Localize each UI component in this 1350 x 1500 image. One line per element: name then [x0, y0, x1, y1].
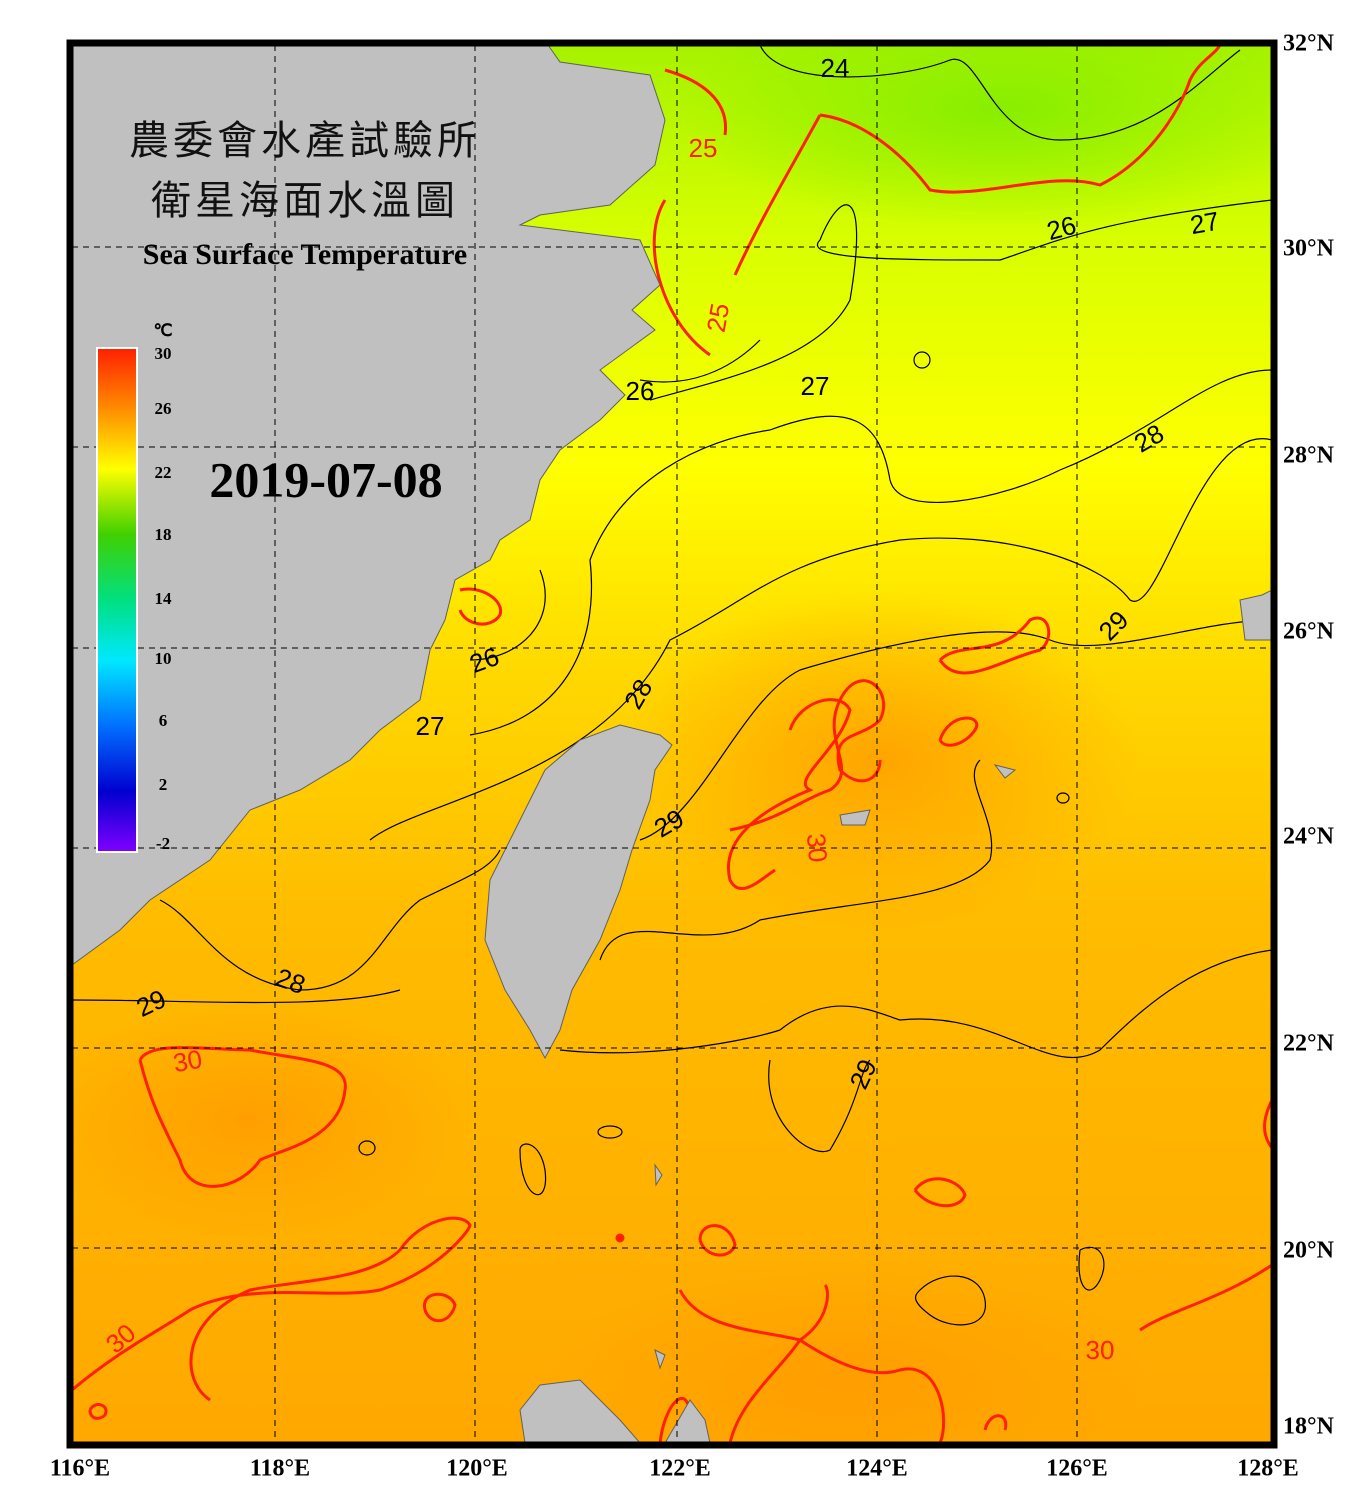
island	[1239, 589, 1272, 641]
lat-label: 22°N	[1283, 1031, 1335, 1057]
lon-label: 128°E	[1237, 1456, 1299, 1482]
colorbar-label: 6	[159, 711, 168, 730]
lat-label: 28°N	[1283, 443, 1335, 469]
title-zh: 農委會水產試驗所	[129, 118, 481, 163]
lon-label: 122°E	[649, 1456, 711, 1482]
lon-label: 126°E	[1046, 1456, 1108, 1482]
contour-label: 30	[171, 1044, 205, 1079]
luzon	[519, 1379, 641, 1443]
colorbar-label: 26	[155, 399, 172, 418]
island	[993, 764, 1017, 779]
contour-label: 26	[626, 376, 655, 406]
island	[654, 1163, 663, 1187]
colorbar-label: 14	[155, 589, 173, 608]
colorbar-labels: 30 26 22 18 14 10 6 2 -2	[155, 344, 173, 853]
contour-label: 27	[801, 371, 830, 401]
land	[72, 45, 1272, 1443]
lon-label: 124°E	[846, 1456, 908, 1482]
colorbar-unit: ℃	[153, 321, 172, 340]
colorbar-label: 2	[159, 775, 168, 794]
contour-label: 27	[416, 711, 445, 741]
island	[654, 1349, 666, 1370]
mainland-china	[72, 45, 666, 966]
colorbar-label: 10	[155, 649, 172, 668]
lat-label: 20°N	[1283, 1238, 1335, 1264]
taiwan	[484, 724, 673, 1060]
lon-label: 120°E	[446, 1456, 508, 1482]
lat-label: 26°N	[1283, 619, 1335, 645]
lat-label: 30°N	[1283, 236, 1335, 262]
lon-label: 116°E	[50, 1456, 110, 1482]
colorbar-label: -2	[156, 834, 170, 853]
luzon-east	[664, 1399, 711, 1443]
colorbar-label: 30	[155, 344, 172, 363]
contour-label: 30	[1086, 1335, 1115, 1365]
map-frame	[66, 39, 1278, 1449]
lon-label: 118°E	[250, 1456, 310, 1482]
contour-label: 27	[1188, 206, 1222, 241]
graticule	[72, 45, 1272, 1443]
warm-water	[550, 1260, 1150, 1443]
isotherms-red	[72, 45, 1272, 1443]
contour-label: 30	[801, 832, 833, 863]
title-zh: 衛星海面水溫圖	[151, 178, 459, 223]
date: 2019-07-08	[209, 451, 442, 507]
colorbar-label: 22	[155, 463, 172, 482]
cool-water	[670, 45, 1272, 230]
lat-label: 18°N	[1283, 1414, 1335, 1440]
colorbar	[96, 347, 138, 853]
contour-label: 25	[689, 133, 718, 163]
isotherms	[72, 45, 1272, 1326]
warm-water	[72, 1000, 470, 1240]
lat-label: 24°N	[1283, 824, 1335, 850]
contour-label: 24	[821, 53, 850, 83]
lat-label: 32°N	[1283, 31, 1335, 57]
contour-label: 25	[701, 301, 736, 335]
title-en: Sea Surface Temperature	[143, 238, 467, 271]
axis-labels: 32°N 30°N 28°N 26°N 24°N 22°N 20°N 18°N 116°E 118…	[50, 31, 1335, 1482]
island	[839, 809, 871, 826]
colorbar-label: 18	[155, 525, 172, 544]
